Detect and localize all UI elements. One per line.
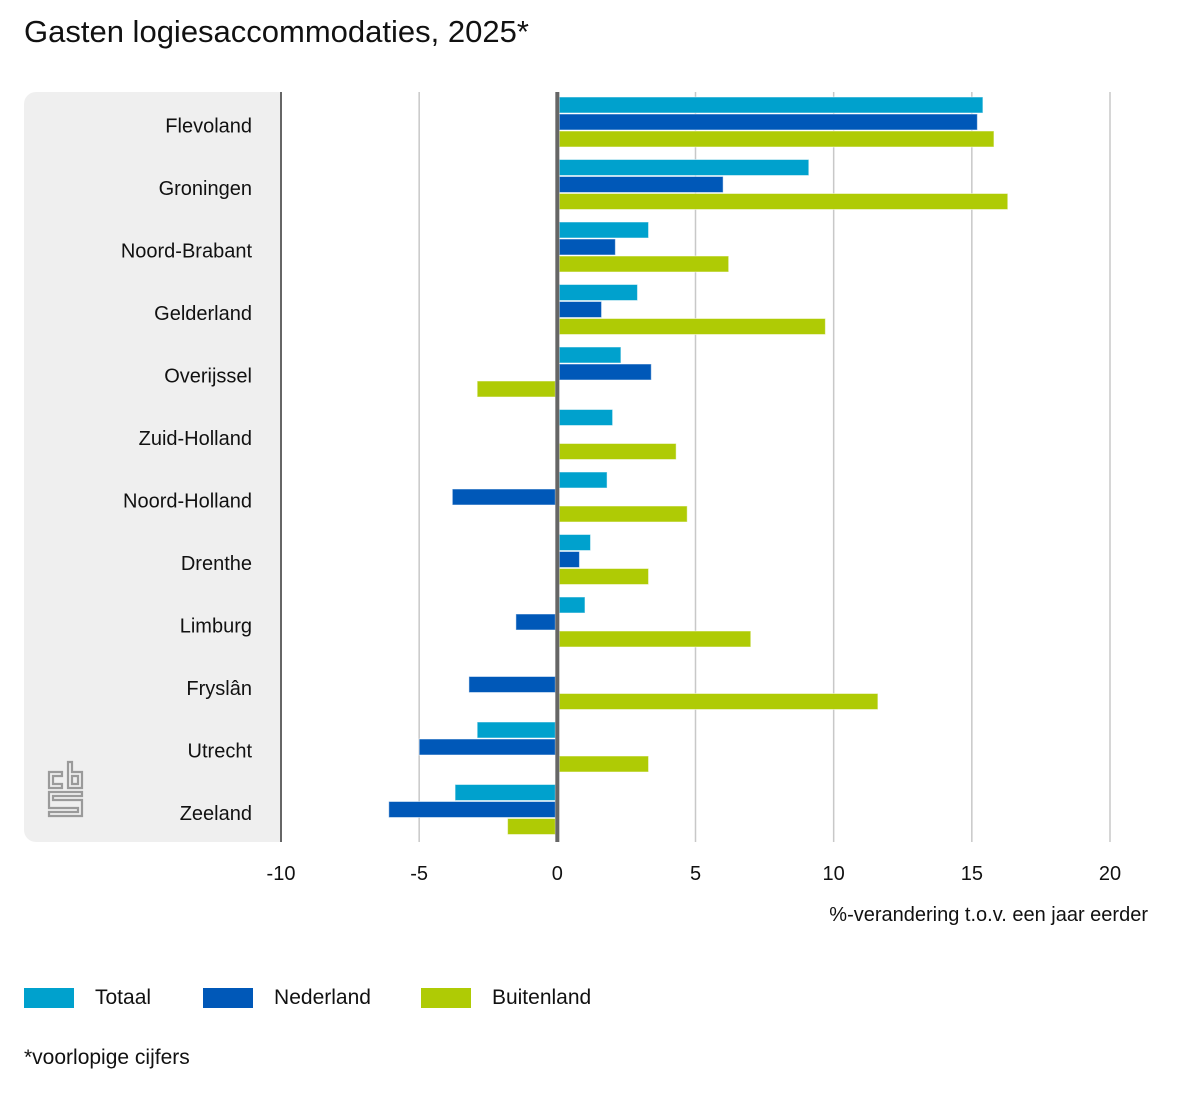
bar-buitenland (558, 255, 730, 273)
bar-buitenland (558, 443, 677, 460)
legend-swatch (203, 988, 254, 1008)
category-label: Groningen (159, 178, 252, 200)
bar-buitenland (558, 568, 650, 585)
legend: Totaal Nederland Buitenland (24, 986, 641, 1010)
bar-buitenland (558, 505, 688, 523)
bars (388, 96, 1009, 835)
bar-totaal (476, 721, 556, 739)
bar-nederland (558, 551, 580, 568)
legend-swatch (420, 988, 471, 1008)
bar-totaal (558, 471, 608, 489)
bar-nederland (468, 676, 556, 693)
bar-totaal (558, 346, 622, 364)
x-axis-label: %-verandering t.o.v. een jaar eerder (829, 904, 1148, 926)
category-label: Noord-Holland (123, 490, 252, 512)
cbs-logo-icon (47, 760, 84, 818)
x-tick-label: 20 (1099, 863, 1121, 885)
category-label-panel (24, 92, 281, 842)
x-tick-label: 10 (823, 863, 845, 885)
category-label: Zeeland (180, 803, 252, 825)
bar-nederland (558, 238, 616, 256)
bar-nederland (388, 801, 556, 818)
category-label: Drenthe (181, 553, 252, 575)
x-tick-label: -5 (410, 863, 428, 885)
legend-swatch (24, 988, 74, 1008)
category-label: Limburg (180, 615, 252, 637)
x-tick-label: 5 (690, 863, 701, 885)
tick-labels: -10 -5 0 5 10 15 20 (267, 863, 1122, 885)
bar-chart: Flevoland Groningen Noord-Brabant Gelderlan… (121, 92, 1148, 926)
bar-totaal (558, 221, 650, 239)
bar-totaal (454, 784, 556, 801)
legend-label: Totaal (95, 986, 152, 1009)
category-label: Noord-Brabant (121, 240, 253, 262)
chart-title: Gasten logiesaccommodaties, 2025* (24, 14, 529, 49)
bar-buitenland (558, 630, 752, 648)
bar-nederland (558, 176, 724, 193)
bar-totaal (558, 159, 810, 176)
bar-nederland (558, 113, 978, 131)
bar-totaal (558, 284, 638, 301)
bar-totaal (558, 409, 614, 426)
legend-label: Nederland (274, 986, 371, 1009)
bar-totaal (558, 596, 586, 614)
footnote: *voorlopige cijfers (24, 1046, 190, 1069)
axes (280, 92, 560, 842)
x-tick-label: -10 (267, 863, 296, 885)
bar-nederland (558, 301, 603, 318)
gridlines (418, 92, 1111, 842)
legend-label: Buitenland (491, 986, 592, 1009)
category-label: Overijssel (164, 365, 252, 387)
x-tick-label: 15 (961, 863, 983, 885)
bar-nederland (515, 613, 556, 631)
legend-item-totaal: Totaal (24, 986, 151, 1010)
bar-nederland (418, 738, 556, 756)
legend-item-buitenland: Buitenland (420, 986, 592, 1010)
x-tick-label: 0 (552, 863, 563, 885)
legend-item-nederland: Nederland (203, 986, 371, 1010)
category-label: Gelderland (154, 303, 252, 325)
bar-totaal (558, 96, 984, 114)
bar-buitenland (507, 818, 556, 835)
bar-buitenland (558, 693, 879, 710)
bar-buitenland (476, 380, 556, 398)
category-labels: Flevoland Groningen Noord-Brabant Gelderlan… (121, 115, 253, 825)
bar-buitenland (558, 318, 826, 335)
category-label: Flevoland (165, 115, 252, 137)
category-label: Utrecht (188, 740, 253, 762)
bar-nederland (451, 488, 556, 506)
category-label: Fryslân (186, 678, 252, 700)
bar-buitenland (558, 130, 995, 148)
category-label: Zuid-Holland (139, 428, 252, 450)
bar-buitenland (558, 193, 1009, 210)
bar-buitenland (558, 755, 650, 773)
bar-totaal (558, 534, 591, 551)
bar-nederland (558, 363, 652, 381)
